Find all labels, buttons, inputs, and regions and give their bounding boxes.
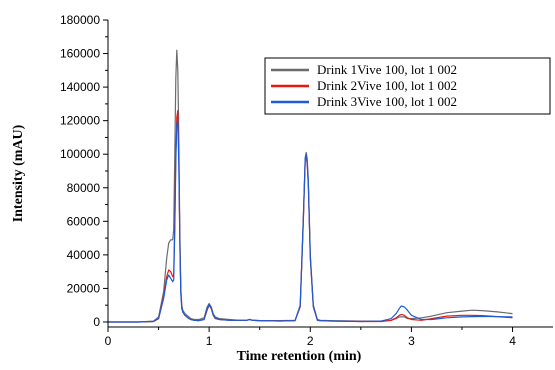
x-tick-label: 2 [307, 334, 314, 348]
x-tick-label: 0 [105, 334, 112, 348]
x-tick-label: 4 [509, 334, 516, 348]
y-tick-label: 60000 [67, 214, 101, 228]
y-tick-label: 120000 [60, 114, 100, 128]
y-tick-label: 140000 [60, 80, 100, 94]
y-tick-label: 80000 [67, 181, 101, 195]
x-tick-label: 3 [408, 334, 415, 348]
y-tick-label: 180000 [60, 13, 100, 27]
x-tick-label: 1 [206, 334, 213, 348]
x-axis-title: Time retention (min) [237, 349, 362, 364]
y-tick-label: 160000 [60, 47, 100, 61]
y-tick-label: 20000 [67, 281, 101, 295]
legend-label-2: Drink 2Vive 100, lot 1 002 [317, 78, 457, 93]
series-line-3 [108, 120, 513, 323]
y-tick-label: 100000 [60, 147, 100, 161]
legend-box [264, 57, 551, 115]
y-tick-label: 40000 [67, 248, 101, 262]
legend-label-3: Drink 3Vive 100, lot 1 002 [317, 94, 457, 109]
axes: 0 20000 40000 60000 80000 100000 120000 140000 1… [60, 13, 553, 348]
legend-label-1: Drink 1Vive 100, lot 1 002 [317, 62, 457, 77]
y-tick-label: 0 [93, 315, 100, 329]
y-axis-title: Intensity (mAU) [11, 124, 26, 222]
series-lines [108, 49, 513, 323]
